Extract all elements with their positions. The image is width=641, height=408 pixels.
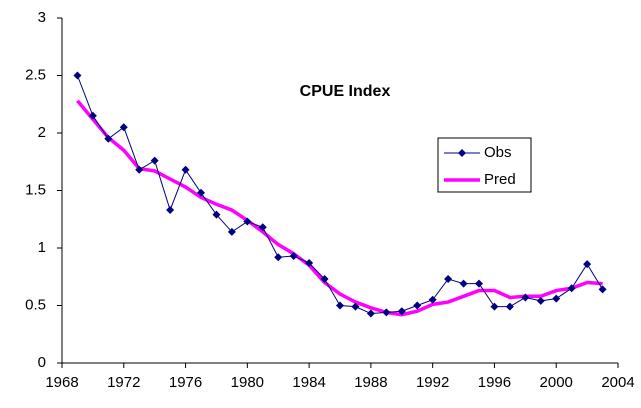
marker xyxy=(227,227,236,236)
marker xyxy=(598,285,607,294)
x-tick-label: 1996 xyxy=(478,374,511,391)
marker xyxy=(413,301,422,310)
x-tick-label: 1984 xyxy=(292,374,325,391)
marker xyxy=(181,165,190,174)
marker xyxy=(336,301,344,310)
legend-label: Obs xyxy=(484,144,512,161)
legend-label: Pred xyxy=(484,171,516,188)
marker xyxy=(104,134,113,143)
marker xyxy=(212,210,221,219)
marker xyxy=(73,71,82,80)
x-tick-label: 1972 xyxy=(107,374,140,391)
marker xyxy=(135,165,144,174)
series-line xyxy=(76,75,603,315)
chart-title: CPUE Index xyxy=(300,83,391,100)
x-tick-label: 1968 xyxy=(45,374,78,391)
x-tick-label: 1980 xyxy=(231,374,264,391)
marker xyxy=(320,275,329,284)
y-tick-label: 2 xyxy=(38,124,46,141)
marker xyxy=(521,293,530,302)
marker xyxy=(536,296,545,305)
marker xyxy=(88,111,97,120)
marker xyxy=(197,188,205,197)
marker xyxy=(150,156,159,165)
marker xyxy=(397,307,406,316)
x-tick-label: 1992 xyxy=(416,374,449,391)
marker xyxy=(552,294,561,303)
marker xyxy=(274,253,283,262)
marker xyxy=(258,223,267,232)
marker xyxy=(505,302,514,311)
marker xyxy=(459,279,468,288)
y-tick-label: 0 xyxy=(38,354,46,371)
marker xyxy=(583,260,592,269)
series-line xyxy=(76,99,603,317)
marker xyxy=(366,309,375,318)
x-tick-label: 1988 xyxy=(354,374,387,391)
y-tick-label: 0.5 xyxy=(25,296,46,313)
x-tick-label: 1976 xyxy=(169,374,202,391)
marker xyxy=(351,302,360,311)
y-tick-label: 1 xyxy=(38,239,46,256)
marker xyxy=(119,123,128,132)
marker xyxy=(490,302,499,311)
marker xyxy=(243,217,252,226)
marker xyxy=(289,252,298,261)
legend-box xyxy=(437,137,532,193)
y-tick-label: 3 xyxy=(38,9,46,26)
marker xyxy=(444,275,453,284)
legend-marker xyxy=(458,149,466,157)
marker xyxy=(382,308,391,317)
marker xyxy=(428,295,437,304)
y-tick-label: 1.5 xyxy=(25,181,46,198)
marker xyxy=(305,258,314,267)
marker xyxy=(567,284,576,293)
x-tick-label: 2000 xyxy=(540,374,573,391)
y-tick-label: 2.5 xyxy=(25,66,46,83)
marker xyxy=(166,206,175,215)
x-tick-label: 2004 xyxy=(601,374,634,391)
marker xyxy=(475,279,483,288)
